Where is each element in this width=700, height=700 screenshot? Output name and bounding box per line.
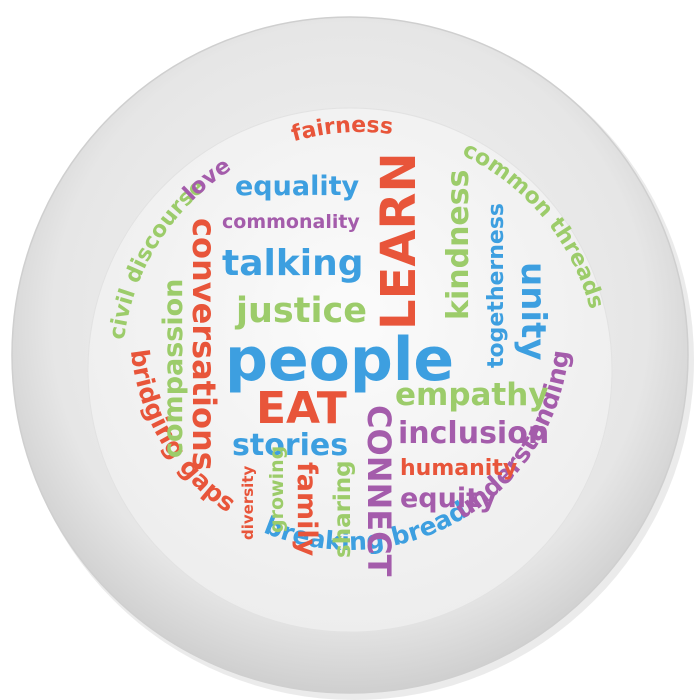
word-unity: unity [513,262,553,360]
word-diversity: diversity [239,466,257,540]
plate-well [87,107,613,633]
word-equity: equity [400,483,497,514]
word-family: family [291,462,322,557]
word-eat: EAT [256,383,347,434]
word-humanity: humanity [400,456,517,481]
word-growing: growing [266,446,288,533]
word-talking: talking [222,243,364,284]
word-sharing: sharing [330,460,356,558]
word-connect: CONNECT [360,405,398,577]
word-kindness: kindness [441,170,476,320]
word-justice: justice [234,291,367,331]
word-togetherness: togetherness [484,203,509,368]
word-people: people [225,325,454,395]
word-equality: equality [235,171,359,202]
word-conversations: conversations [185,218,223,471]
word-compassion: compassion [158,279,189,458]
word-commonality: commonality [222,211,360,233]
word-empathy: empathy [395,377,549,413]
word-inclusion: inclusion [398,416,549,451]
word-stories: stories [232,428,348,463]
word-learn: LEARN [371,152,427,330]
